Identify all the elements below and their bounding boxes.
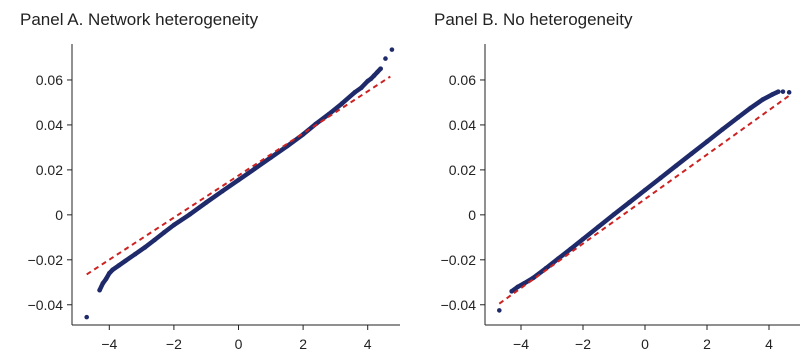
panel-a-data-point	[142, 245, 148, 250]
panel-b-quantile-curve	[509, 89, 781, 294]
panel-a-data-point	[378, 66, 383, 72]
panel-b-x-tick-label: 2	[703, 336, 711, 352]
panel-b-data-point	[673, 163, 679, 169]
panel-a-data-point	[123, 258, 128, 264]
panel-b-data-point	[704, 139, 710, 144]
panel-a-data-point	[132, 251, 138, 257]
panel-a-x-tick-label: 0	[235, 336, 243, 352]
panel-b-reference-line	[498, 93, 792, 305]
panel-a-title: Panel A. Network heterogeneity	[20, 10, 259, 29]
panel-a-y-tick-label: −0.04	[28, 297, 64, 313]
panel-a-data-point	[84, 314, 89, 320]
panel-a-x-tick-label: 4	[364, 336, 372, 352]
panel-a-data-point	[371, 73, 377, 78]
panel-a-x-tick-label: −2	[166, 336, 182, 352]
panel-b-data-point	[611, 212, 617, 217]
panel-a-data-point	[352, 90, 358, 95]
panel-a-data-point	[187, 211, 193, 217]
panel-a-data-point	[203, 200, 209, 205]
panel-b-data-point	[509, 288, 514, 294]
panel-a-data-point	[100, 281, 106, 286]
panel-a-data-point	[365, 78, 371, 84]
panel-b-data-point	[596, 224, 601, 230]
panel-b-plot: −0.04 −0.02 0 0.02 0.04 0.06 −4 −2 0 2 4	[441, 44, 800, 352]
panel-b-x-tick-label: −2	[575, 336, 591, 352]
panel-a-y-tick-label: 0.06	[36, 72, 63, 88]
panel-a-data-point	[97, 287, 102, 293]
panel-b-x-tick-label: 4	[765, 336, 773, 352]
panel-a-data-point	[300, 132, 306, 137]
panel-b-data-point	[748, 105, 753, 111]
panel-b-data-point	[568, 246, 573, 252]
panel-b-y-tick-label: −0.04	[441, 297, 477, 313]
panel-b-data-point	[627, 199, 632, 205]
panel-a-y-tick-label: 0.02	[36, 162, 63, 178]
panel-b-data-point	[735, 115, 741, 120]
panel-b-y-tick-label: 0	[468, 207, 476, 223]
panel-b-y-tick-label: 0.04	[449, 117, 476, 133]
panel-a-data-point	[236, 177, 241, 183]
panel-a-plot: −0.04 −0.02 0 0.02 0.04 0.06 −4 −2 0 2 4	[28, 44, 400, 352]
panel-b-data-point	[580, 236, 586, 242]
panel-b-data-point	[515, 284, 521, 290]
panel-a-data-point	[375, 69, 380, 75]
panel-a-reference-line	[86, 75, 391, 276]
panel-a-data-point	[161, 230, 167, 235]
panel-a-data-point	[368, 76, 374, 82]
panel-a-data-point	[152, 237, 157, 243]
panel-a-y-tick-label: −0.02	[28, 252, 64, 268]
panel-b-data-point	[658, 175, 663, 181]
panel-a-data-point	[220, 188, 225, 194]
panel-b-data-point	[531, 275, 536, 281]
panel-a-data-point	[171, 222, 177, 228]
panel-b-data-point	[769, 92, 775, 97]
panel-a-data-point	[389, 47, 395, 52]
panel-b-data-point	[642, 187, 648, 193]
panel-a-data-point	[358, 85, 364, 91]
panel-b-y-tick-label: 0.02	[449, 162, 476, 178]
panel-a-y-tick-label: 0.04	[36, 117, 63, 133]
panel-a-data-point	[383, 56, 388, 61]
panel-a-data-point	[252, 166, 257, 172]
panel-b-x-tick-label: −4	[513, 336, 529, 352]
panel-b-data-point	[776, 89, 781, 94]
panel-b-data-point	[689, 151, 694, 157]
panel-b-data-point	[521, 281, 527, 286]
panel-a-data-point	[339, 101, 345, 106]
panel-a-y-tick-label: 0	[55, 207, 63, 223]
panel-b-y-tick-label: −0.02	[441, 252, 477, 268]
panel-b-title: Panel B. No heterogeneity	[434, 10, 633, 29]
panel-b-data-point	[786, 90, 792, 95]
panel-b-data-point	[780, 89, 786, 94]
panel-b-data-point	[720, 127, 725, 132]
panel-a-data-point	[103, 276, 109, 282]
panel-a-x-tick-label: −4	[101, 336, 117, 352]
panel-a-data-point	[107, 270, 112, 276]
panel-b-x-tick-label: 0	[641, 336, 649, 352]
panel-a-data-point	[110, 267, 115, 273]
panel-a-data-point	[116, 263, 122, 268]
panel-b-data-point	[760, 97, 766, 102]
panel-b-data-point	[497, 308, 502, 313]
panel-a-x-tick-label: 2	[299, 336, 307, 352]
panel-b-y-tick-label: 0.06	[449, 72, 476, 88]
